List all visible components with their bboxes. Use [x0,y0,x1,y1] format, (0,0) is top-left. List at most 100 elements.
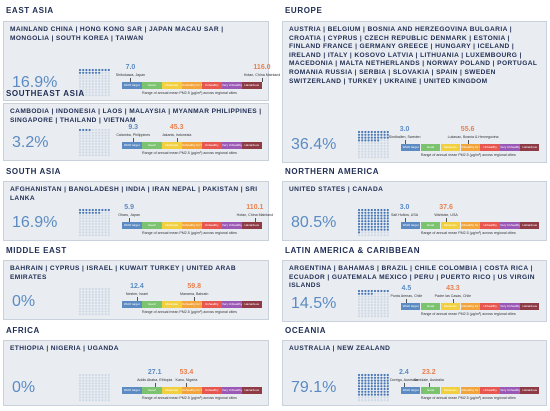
range-tick [467,140,469,144]
dot [78,387,82,391]
dot [101,399,104,402]
dot [386,303,389,307]
dot [78,313,82,316]
dot [380,144,383,148]
dot [91,137,94,140]
dot [364,222,367,226]
dot [85,80,88,83]
dot [98,88,101,91]
dot [383,217,386,220]
dot [361,393,364,396]
dot [357,222,361,226]
range-tick [176,138,178,142]
dot [383,156,386,159]
dot [380,228,383,231]
dot [377,150,380,153]
dot [98,376,101,379]
dot [98,373,101,377]
dot [98,142,101,146]
dot [88,301,91,305]
dot [104,290,107,293]
dot [85,293,88,296]
dot [101,396,104,399]
dot [101,80,104,83]
dot [370,231,373,234]
scale-caption: Range of annual mean PM2.5 (µg/m³) acros… [420,153,516,157]
dot [98,382,101,385]
dot [380,208,383,212]
dot [370,295,373,298]
dot [78,77,82,80]
dot [101,154,104,157]
dot [91,382,94,385]
dot [361,309,364,312]
dot [373,295,377,298]
dot [94,287,98,291]
scale-caption: Range of annual mean PM2.5 (µg/m³) acros… [142,396,237,400]
dot [367,382,370,385]
dot [370,289,373,293]
scale-segment: Hazardous [520,387,540,394]
dot [101,382,104,385]
scale-segment: Very Unhealthy [222,142,242,149]
dot [91,88,94,91]
dot [107,145,110,148]
scale-segment: Unhealthy [202,82,222,89]
dot [88,80,91,83]
dot [373,139,377,142]
range-city: Oharu, Japan [118,213,140,217]
range-city: Kano, Nigeria [175,378,198,382]
dot [361,144,364,148]
range-tick [404,140,406,144]
dot [82,234,85,237]
dot [370,393,373,396]
dot [91,80,94,83]
dot [377,382,380,385]
dot [364,309,367,312]
dot [85,128,88,132]
dot [88,393,91,396]
dot [82,222,85,226]
dot [367,144,370,148]
scale-segment: Unhealthy for Sensitive Groups [460,303,480,310]
dot [361,295,364,298]
dot [94,208,98,212]
dot [101,142,104,146]
dot [85,82,88,86]
dot [377,214,380,217]
dot [361,289,364,293]
region-panel: ARGENTINA | BAHAMAS | BRAZIL | CHILE COL… [282,260,547,322]
dot [85,134,88,137]
dot [370,298,373,301]
dot [357,289,361,293]
dot [370,315,373,318]
dot [373,292,377,295]
dot [88,131,91,134]
dot [361,228,364,231]
dot [370,292,373,295]
dot [98,68,101,72]
dot [364,225,367,228]
dot [85,131,88,134]
dot [377,144,380,148]
dot [85,287,88,291]
dot [373,156,377,159]
dot [101,85,104,88]
dot [370,399,373,402]
dot [357,387,361,391]
dot [101,134,104,137]
country-list: MAINLAND CHINA | HONG KONG SAR | JAPAN M… [10,26,224,42]
dot [361,399,364,402]
dot [101,77,104,80]
dot [370,217,373,220]
scale-segment: Hazardous [242,82,262,89]
dot [91,71,94,74]
dot [373,393,377,396]
dot [383,228,386,231]
dot [101,390,104,393]
dot [98,222,101,226]
dot [380,139,383,142]
dot [364,379,367,382]
dot [88,85,91,88]
dot [380,387,383,391]
